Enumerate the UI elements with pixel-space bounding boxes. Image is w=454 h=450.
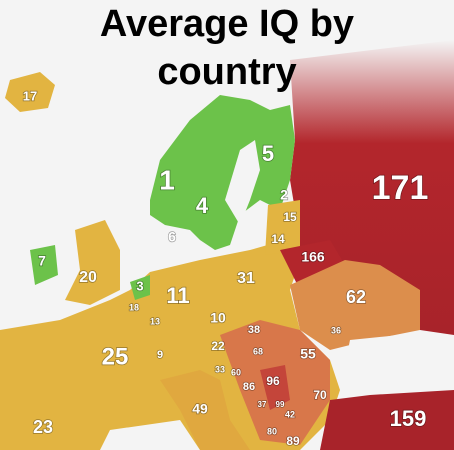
country-label: 15	[283, 210, 297, 224]
country-label: 96	[266, 374, 280, 388]
italy	[160, 370, 250, 450]
country-label: 37	[258, 400, 267, 409]
netherlands	[130, 275, 150, 300]
country-label: 6	[168, 229, 176, 245]
country-label: 22	[211, 339, 225, 353]
country-label: 5	[262, 141, 274, 166]
country-label: 4	[196, 193, 209, 218]
country-label: 68	[253, 346, 263, 356]
country-label: 7	[38, 253, 46, 269]
country-label: 42	[285, 409, 295, 419]
belarus	[280, 240, 345, 290]
serbia	[260, 365, 290, 410]
country-label: 89	[286, 434, 300, 448]
country-label: 20	[79, 269, 97, 286]
country-label: 55	[300, 346, 316, 362]
country-label: 13	[150, 316, 160, 326]
title: Average IQ by country	[99, 3, 355, 93]
ireland	[30, 245, 58, 285]
country-label: 49	[192, 401, 208, 417]
uk	[65, 220, 120, 305]
country-label: 38	[248, 324, 260, 336]
ukraine	[290, 260, 420, 350]
country-label: 86	[243, 381, 255, 393]
country-label: 23	[33, 417, 53, 437]
mediterranean	[100, 420, 200, 450]
black-sea	[345, 335, 440, 390]
country-label: 159	[390, 406, 427, 431]
country-label: 18	[129, 302, 139, 312]
country-label: 25	[102, 343, 129, 370]
country-label: 10	[210, 310, 226, 326]
baltic-states	[265, 200, 300, 255]
country-label: 171	[372, 169, 429, 207]
country-label: 33	[215, 364, 225, 374]
country-label: 62	[346, 287, 366, 307]
country-label: 14	[271, 232, 285, 246]
country-label: 1	[159, 164, 175, 195]
baltic-sea	[225, 140, 260, 225]
country-label: 17	[23, 88, 37, 103]
turkey	[320, 390, 454, 450]
country-label: 9	[157, 349, 163, 361]
country-label: 2	[280, 187, 288, 203]
country-label: 11	[166, 283, 189, 308]
country-label: 99	[276, 400, 285, 409]
country-label: 70	[313, 388, 327, 402]
iceland	[5, 72, 55, 112]
country-label: 166	[301, 249, 325, 265]
country-label: 60	[231, 367, 241, 377]
scandinavia	[150, 95, 295, 250]
country-label: 36	[331, 325, 341, 335]
country-label: 80	[267, 426, 277, 436]
country-label: 31	[237, 270, 255, 287]
country-label: 3	[136, 278, 143, 293]
